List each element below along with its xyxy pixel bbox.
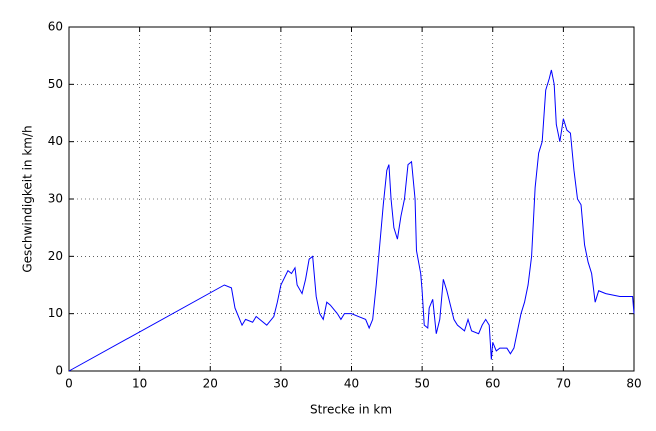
x-axis-label: Strecke in km xyxy=(310,403,392,417)
x-tick-label: 70 xyxy=(556,377,571,391)
y-tick-label: 20 xyxy=(48,249,63,263)
x-tick-label: 10 xyxy=(132,377,147,391)
x-tick-label: 20 xyxy=(203,377,218,391)
x-tick-label: 60 xyxy=(485,377,500,391)
y-axis-label: Geschwindigkeit in km/h xyxy=(21,125,35,272)
y-tick-label: 40 xyxy=(48,134,63,148)
x-tick-label: 50 xyxy=(414,377,429,391)
y-tick-label: 60 xyxy=(48,20,63,34)
x-tick-label: 30 xyxy=(273,377,288,391)
x-tick-label: 0 xyxy=(65,377,73,391)
y-tick-label: 30 xyxy=(48,192,63,206)
y-tick-label: 0 xyxy=(55,364,63,378)
x-tick-label: 40 xyxy=(344,377,359,391)
y-tick-label: 10 xyxy=(48,306,63,320)
x-tick-label: 80 xyxy=(626,377,641,391)
line-series xyxy=(68,69,635,372)
y-tick-label: 50 xyxy=(48,77,63,91)
